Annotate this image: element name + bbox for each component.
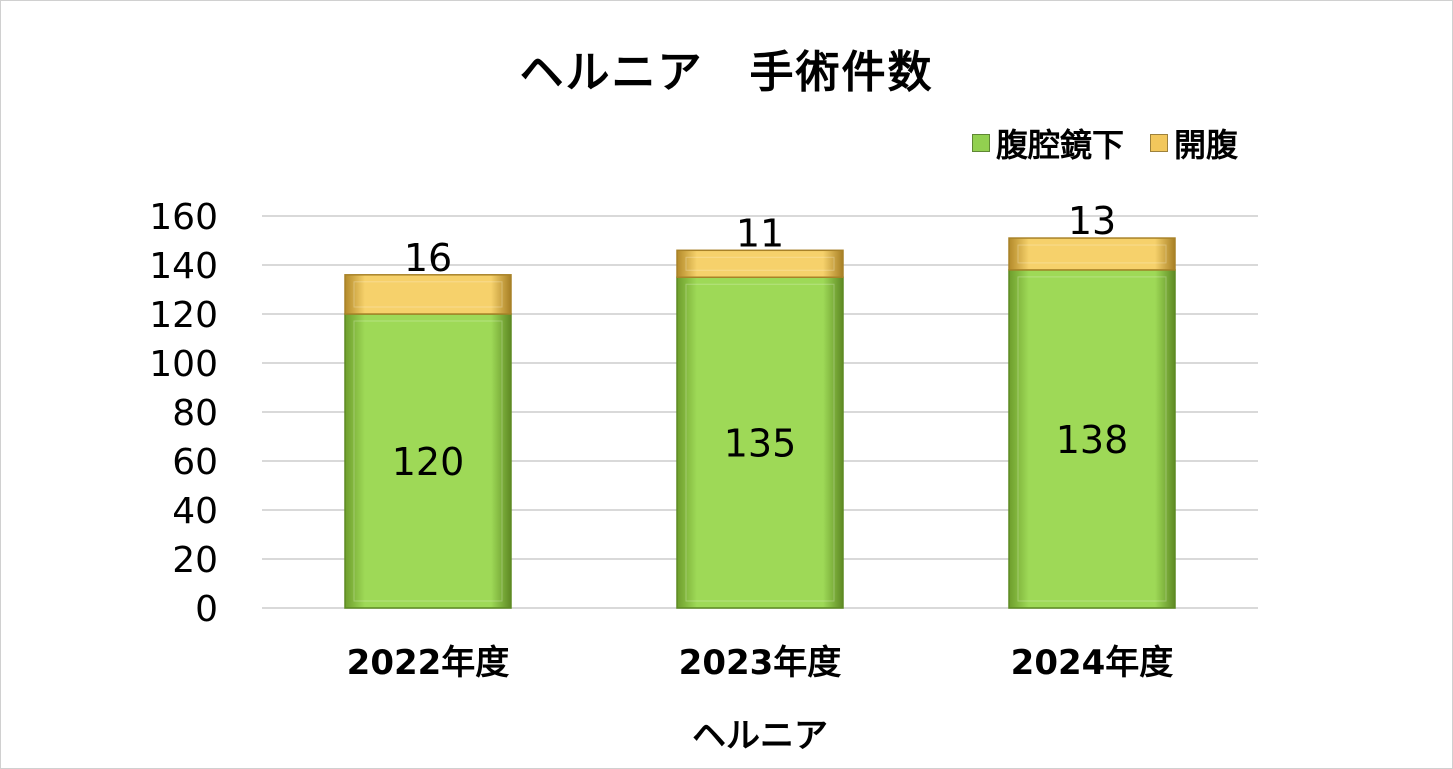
data-label-open-2: 11 — [736, 211, 784, 255]
y-tick-label-20: 20 — [172, 540, 218, 581]
y-tick-label-80: 80 — [172, 393, 218, 434]
bar-open-1 — [344, 274, 512, 315]
bar-laparoscopic-1 — [344, 313, 512, 609]
y-tick-label-0: 0 — [195, 589, 218, 630]
y-tick-label-140: 140 — [149, 246, 218, 287]
legend-item-laparoscopic: 腹腔鏡下 — [971, 120, 1124, 166]
data-label-open-1: 16 — [404, 236, 452, 280]
legend-label-laparoscopic: 腹腔鏡下 — [995, 126, 1124, 164]
y-tick-label-120: 120 — [149, 295, 218, 336]
chart-title: ヘルニア 手術件数 — [519, 47, 934, 98]
data-label-laparoscopic-1: 120 — [392, 440, 465, 484]
data-label-laparoscopic-3: 138 — [1056, 418, 1129, 462]
bar-bevel-laparoscopic-3 — [1017, 276, 1167, 602]
legend-label-open: 開腹 — [1173, 126, 1238, 164]
bar-bevel-laparoscopic-2 — [685, 283, 835, 602]
x-tick-label-1: 2022年度 — [347, 643, 510, 683]
x-tick-label-2: 2023年度 — [679, 643, 842, 683]
y-tick-label-40: 40 — [172, 491, 218, 532]
bar-bevel-laparoscopic-1 — [353, 320, 503, 602]
x-tick-label-3: 2024年度 — [1011, 643, 1174, 683]
y-tick-label-100: 100 — [149, 344, 218, 385]
bar-open-3 — [1008, 237, 1176, 271]
legend-swatch-open — [1149, 134, 1168, 152]
bar-open-2 — [676, 249, 844, 279]
data-label-open-3: 13 — [1068, 199, 1116, 243]
bar-bevel-open-3 — [1017, 244, 1167, 264]
data-label-laparoscopic-2: 135 — [724, 422, 797, 466]
legend-item-open: 開腹 — [1149, 120, 1238, 166]
bar-bevel-open-2 — [685, 256, 835, 271]
legend-swatch-laparoscopic — [971, 134, 990, 152]
legend: 腹腔鏡下 開腹 — [971, 120, 1238, 166]
bar-laparoscopic-2 — [676, 276, 844, 609]
bar-bevel-open-1 — [353, 281, 503, 308]
y-tick-label-60: 60 — [172, 442, 218, 483]
y-tick-label-160: 160 — [149, 197, 218, 238]
x-axis-title: ヘルニア — [692, 716, 828, 756]
